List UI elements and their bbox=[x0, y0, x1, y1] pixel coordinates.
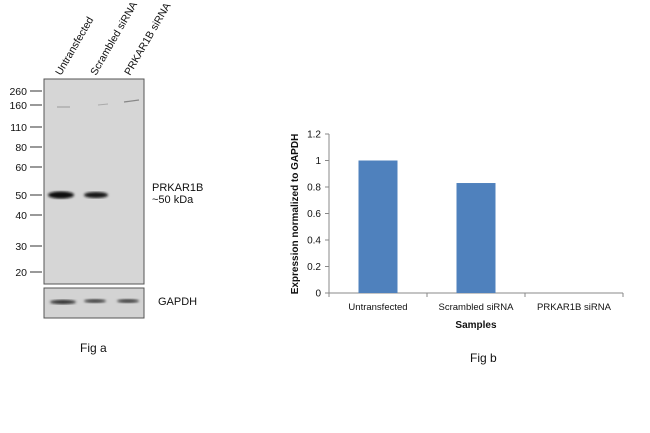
marker-label: 80 bbox=[15, 142, 27, 154]
fig-b-caption: Fig b bbox=[470, 351, 497, 365]
faint-band bbox=[97, 103, 109, 106]
bar-chart: 0 0.2 0.4 0.6 0.8 1 1.2 Untransfected Scrambled … bbox=[290, 130, 624, 365]
x-axis-label: Samples bbox=[455, 320, 497, 331]
y-tick-label: 1 bbox=[315, 156, 321, 167]
faint-band bbox=[123, 99, 140, 103]
marker-label: 50 bbox=[15, 190, 27, 202]
gapdh-band bbox=[84, 299, 106, 303]
marker-label: 20 bbox=[15, 267, 27, 279]
y-axis-label: Expression normalized to GAPDH bbox=[290, 134, 301, 295]
y-tick-label: 0.4 bbox=[307, 236, 321, 247]
band-scrambled bbox=[84, 192, 108, 198]
bar bbox=[358, 160, 398, 293]
marker-label: 160 bbox=[9, 100, 27, 112]
x-tick-label: PRKAR1B siRNA bbox=[537, 302, 612, 313]
marker-label: 110 bbox=[10, 122, 27, 134]
fig-a-caption: Fig a bbox=[80, 341, 107, 355]
marker-label: 60 bbox=[15, 162, 27, 174]
blot-membrane bbox=[43, 78, 145, 285]
y-tick-label: 0.6 bbox=[307, 209, 321, 220]
gapdh-label: GAPDH bbox=[158, 296, 197, 308]
marker-label: 40 bbox=[15, 210, 27, 222]
marker-label: 30 bbox=[15, 241, 27, 253]
x-tick-label: Untransfected bbox=[348, 302, 407, 313]
x-tick-label: Scrambled siRNA bbox=[439, 302, 515, 313]
band-untransfected bbox=[48, 191, 74, 199]
gapdh-band bbox=[50, 299, 76, 305]
marker-label: 260 bbox=[9, 86, 27, 98]
band-label: PRKAR1B bbox=[152, 182, 203, 194]
band-size: ~50 kDa bbox=[152, 194, 194, 206]
bar bbox=[456, 183, 496, 293]
y-tick-label: 0.2 bbox=[307, 262, 321, 273]
y-tick-label: 1.2 bbox=[307, 130, 321, 141]
y-tick-label: 0.8 bbox=[307, 183, 321, 194]
y-tick-label: 0 bbox=[315, 289, 321, 300]
gapdh-band bbox=[117, 299, 139, 303]
